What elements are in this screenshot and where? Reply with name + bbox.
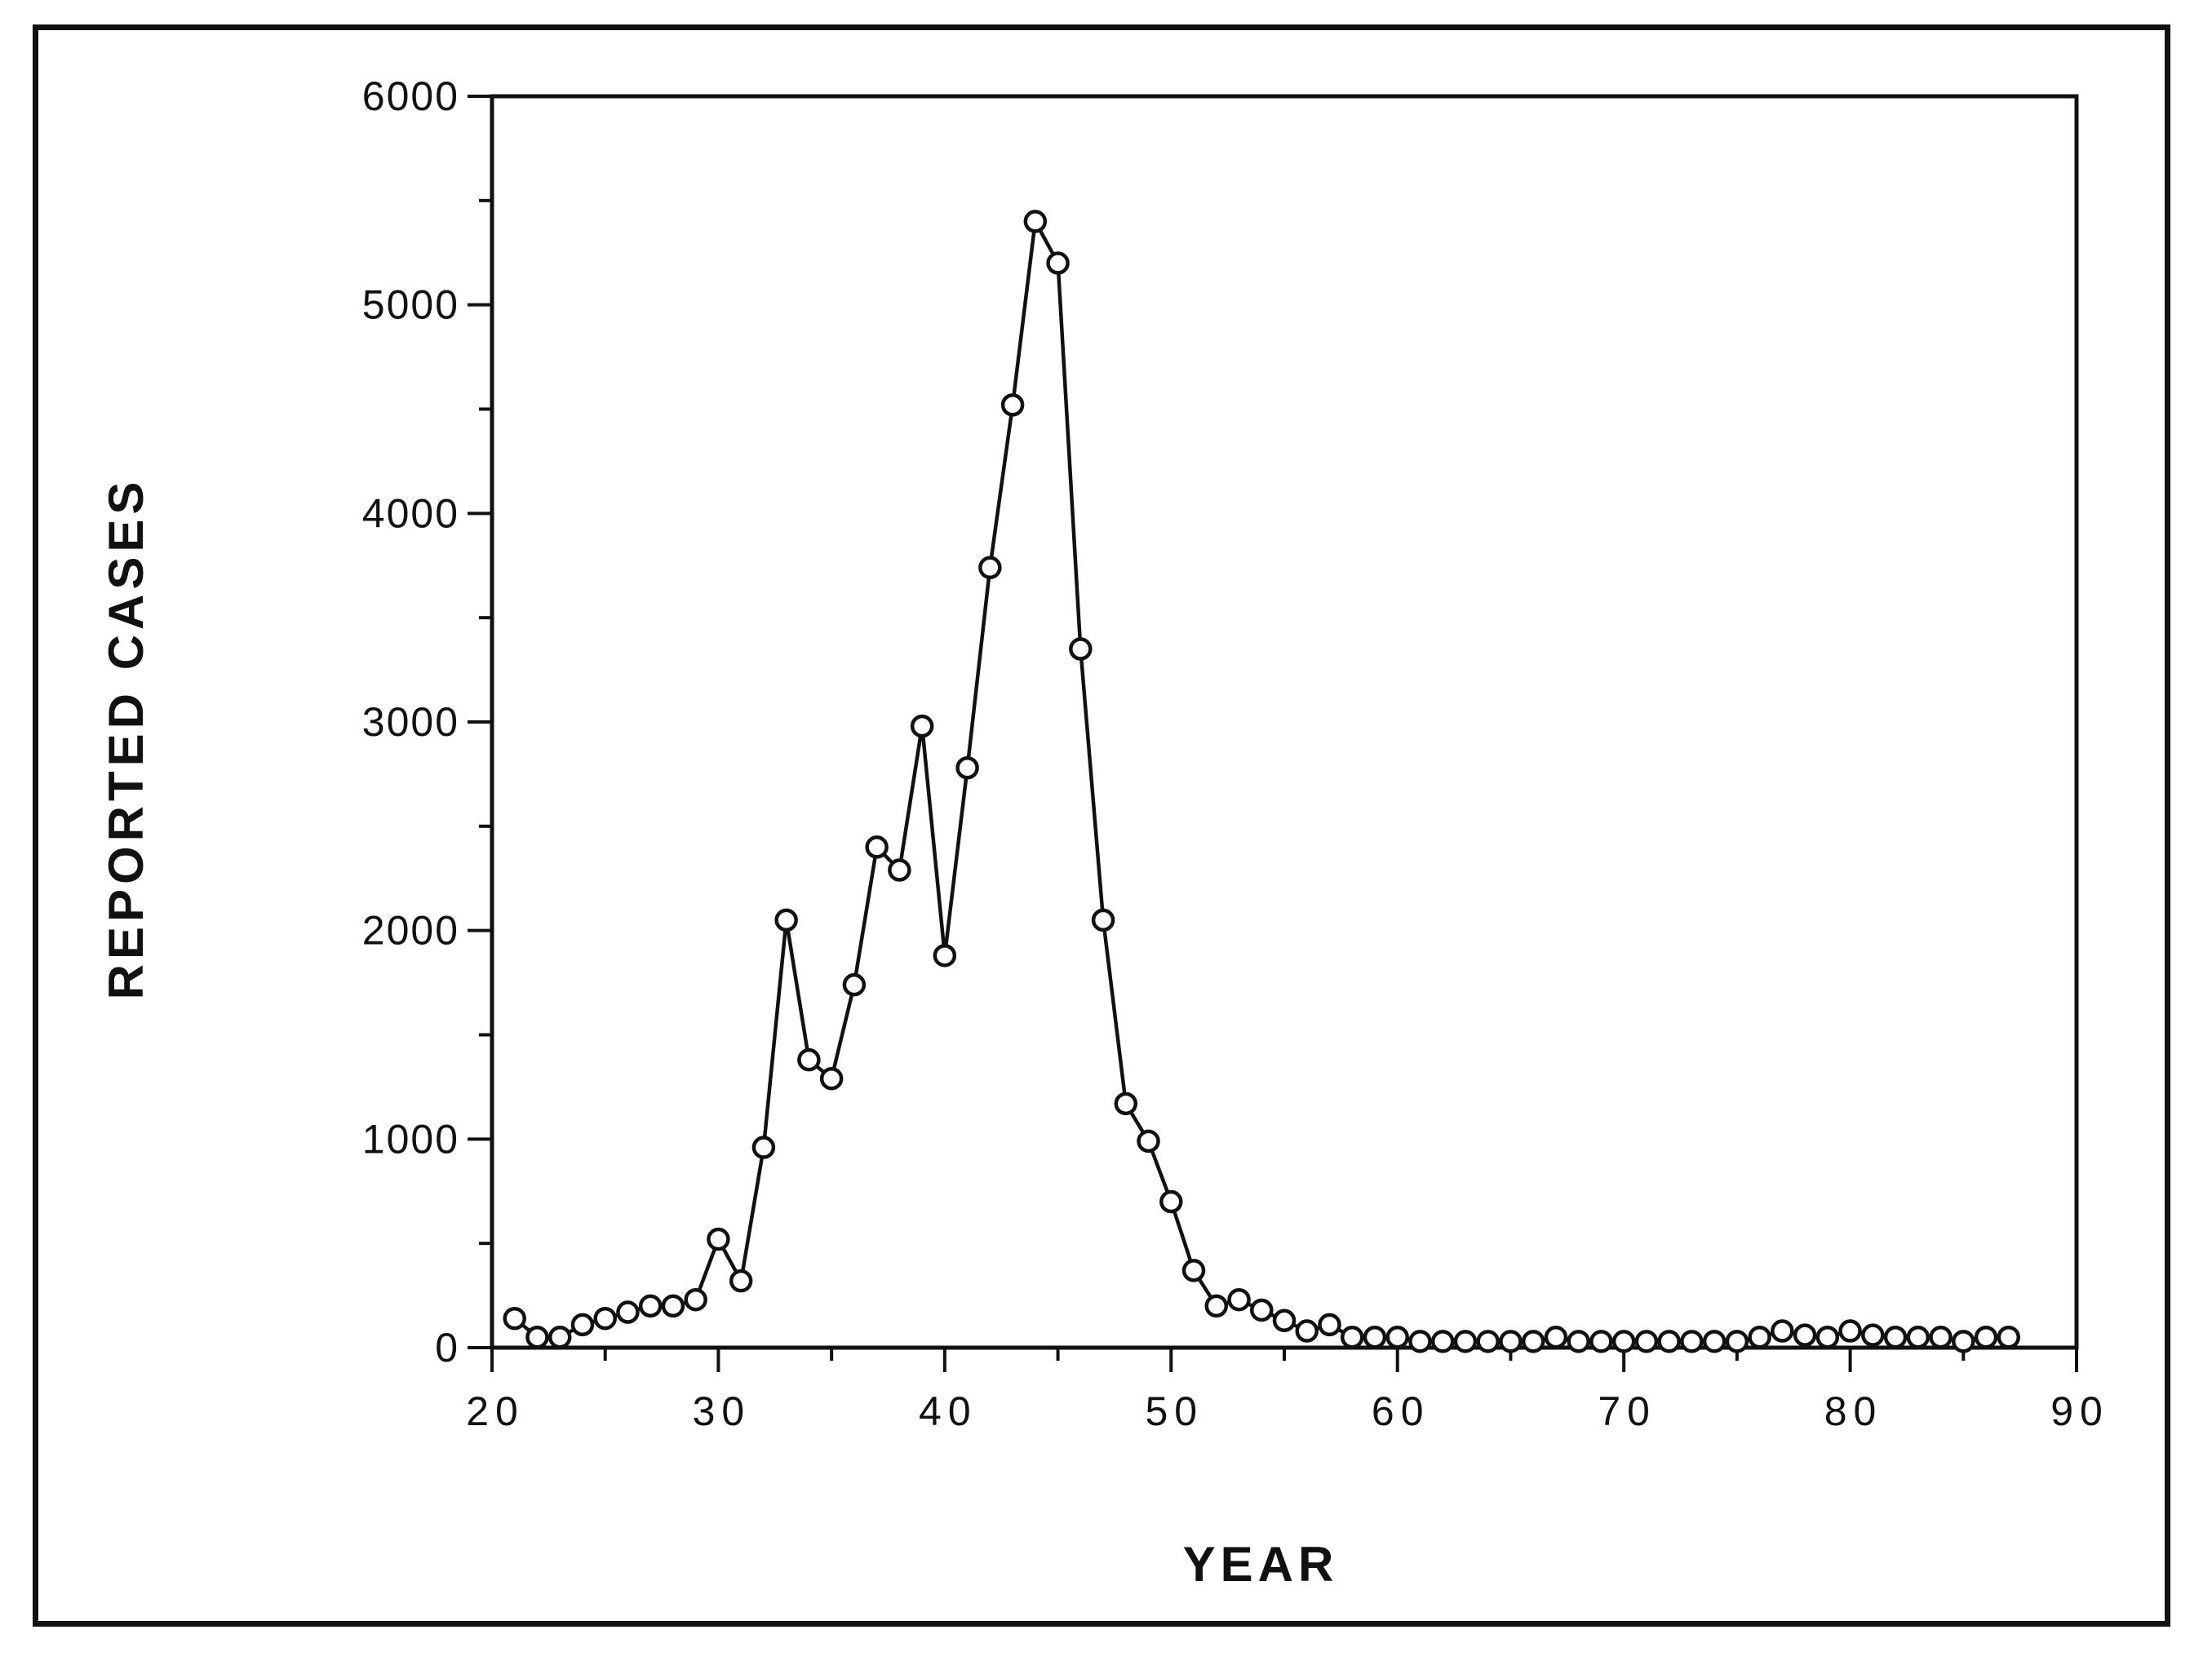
- data-point: [1725, 1330, 1749, 1353]
- data-point: [1430, 1330, 1455, 1353]
- plot-area-border: [490, 94, 2079, 1350]
- data-point: [1159, 1189, 1183, 1214]
- y-tick-label: 6000: [362, 73, 459, 119]
- chart-frame: [33, 24, 2170, 1627]
- data-point: [1906, 1325, 1931, 1349]
- data-point: [1069, 637, 1093, 661]
- data-point: [1793, 1323, 1817, 1347]
- data-point: [1861, 1323, 1885, 1347]
- data-point: [729, 1269, 753, 1293]
- data-point: [1227, 1287, 1251, 1312]
- x-tick-label: 90: [2050, 1388, 2109, 1434]
- data-point: [1974, 1325, 1998, 1349]
- data-point: [1385, 1325, 1409, 1349]
- data-point: [1702, 1330, 1727, 1353]
- data-point: [547, 1325, 572, 1349]
- data-point: [1114, 1092, 1138, 1116]
- series-line: [513, 219, 2009, 1344]
- x-tick-label: 60: [1372, 1388, 1430, 1434]
- data-point: [1250, 1298, 1274, 1322]
- x-tick-label: 50: [1145, 1388, 1204, 1434]
- y-tick-label: 4000: [362, 490, 459, 536]
- data-point: [1521, 1330, 1545, 1353]
- data-point: [978, 556, 1002, 580]
- data-point: [797, 1047, 821, 1072]
- x-axis: 20 30 40 50 60 70 80 90: [466, 1348, 2109, 1434]
- data-point: [955, 755, 979, 780]
- data-point: [570, 1313, 595, 1337]
- data-point: [1408, 1330, 1432, 1353]
- y-tick-label: 3000: [362, 699, 459, 745]
- data-point: [1318, 1313, 1341, 1337]
- data-point: [1589, 1330, 1613, 1353]
- data-point: [1838, 1319, 1862, 1343]
- data-point: [1272, 1309, 1297, 1333]
- data-point: [865, 835, 889, 859]
- data-point: [1544, 1325, 1568, 1349]
- data-point: [1453, 1330, 1478, 1353]
- data-point: [525, 1325, 549, 1349]
- data-point: [1815, 1325, 1840, 1349]
- x-axis-title: YEAR: [1183, 1537, 1339, 1592]
- data-point: [751, 1136, 776, 1159]
- data-point: [1295, 1319, 1319, 1343]
- data-point: [1952, 1330, 1975, 1353]
- data-point: [1567, 1330, 1590, 1353]
- data-point: [1363, 1325, 1387, 1349]
- data-point: [1634, 1330, 1659, 1353]
- y-tick-label: 0: [435, 1325, 459, 1371]
- data-point: [593, 1306, 617, 1331]
- x-tick-label: 40: [919, 1388, 977, 1434]
- data-point: [1204, 1294, 1229, 1318]
- y-axis: 0 1000 2000 3000 4000 5000 6000: [362, 73, 492, 1371]
- y-axis-title: REPORTED CASES: [99, 477, 153, 1000]
- data-point: [1997, 1325, 2021, 1349]
- data-point: [1657, 1330, 1681, 1353]
- data-point: [888, 858, 911, 882]
- series-layer: [503, 210, 2021, 1353]
- data-point: [842, 972, 867, 997]
- data-point: [1000, 393, 1025, 417]
- data-point: [503, 1306, 526, 1331]
- data-point: [1499, 1330, 1523, 1353]
- data-point: [684, 1287, 707, 1312]
- data-point: [1748, 1325, 1771, 1349]
- data-point: [1046, 251, 1070, 275]
- data-point: [910, 714, 934, 738]
- data-point: [1340, 1325, 1364, 1349]
- y-tick-label: 5000: [362, 282, 459, 328]
- data-point: [707, 1227, 730, 1251]
- x-tick-label: 30: [693, 1388, 751, 1434]
- data-point: [1091, 908, 1115, 932]
- data-point: [774, 908, 798, 932]
- data-point: [638, 1294, 663, 1318]
- x-tick-label: 20: [466, 1388, 525, 1434]
- data-point: [1680, 1330, 1704, 1353]
- data-point: [1929, 1325, 1953, 1349]
- data-point: [1023, 210, 1048, 233]
- x-tick-label: 80: [1824, 1388, 1883, 1434]
- data-point: [661, 1294, 685, 1318]
- data-point: [1771, 1319, 1794, 1343]
- data-point: [1476, 1330, 1500, 1353]
- y-tick-label: 2000: [362, 908, 459, 954]
- data-point: [1137, 1129, 1160, 1154]
- data-point: [819, 1066, 844, 1091]
- x-tick-label: 70: [1598, 1388, 1656, 1434]
- data-point: [933, 944, 957, 968]
- y-tick-label: 1000: [362, 1116, 459, 1162]
- data-point: [1611, 1330, 1636, 1353]
- plot-area-rect: [490, 94, 2079, 1350]
- data-point: [1181, 1259, 1206, 1282]
- data-point: [616, 1300, 640, 1324]
- data-point: [1883, 1325, 1908, 1349]
